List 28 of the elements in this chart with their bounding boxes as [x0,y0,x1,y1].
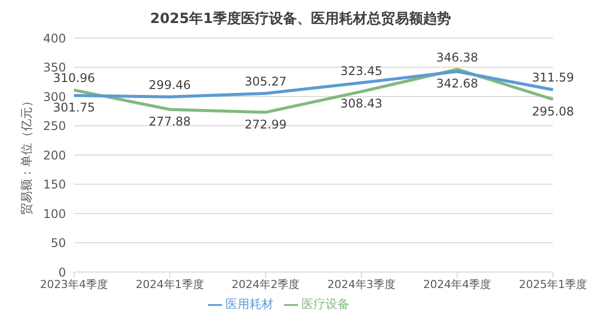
y-tick-label: 150 [43,178,66,192]
data-label: 310.96 [53,71,95,86]
data-label: 272.99 [244,117,287,132]
legend-label: 医疗设备 [302,297,350,311]
y-tick-label: 400 [43,31,66,46]
y-tick-label: 0 [58,265,66,280]
x-tick-label: 2024年1季度 [136,278,204,291]
x-tick-label: 2024年3季度 [327,278,396,291]
y-tick-label: 200 [43,148,66,162]
data-label: 299.46 [148,78,191,92]
x-tick-label: 2024年4季度 [423,278,492,291]
data-label: 277.88 [148,114,191,128]
x-tick-label: 2024年2季度 [232,278,300,291]
y-axis-title: 贸易额：单位（亿元） [19,95,34,215]
chart-title: 2025年1季度医疗设备、医用耗材总贸易额趋势 [149,10,452,29]
data-label: 305.27 [244,74,287,88]
data-label: 323.45 [340,64,382,78]
data-label: 342.68 [436,76,478,91]
data-label: 346.38 [436,50,478,64]
data-label: 295.08 [532,104,574,118]
data-label: 308.43 [340,96,382,111]
legend-label: 医用耗材 [226,297,274,311]
x-tick-label: 2023年4季度 [40,278,108,291]
y-tick-label: 250 [43,119,66,134]
y-tick-label: 50 [50,236,66,250]
data-label: 311.59 [532,70,574,85]
x-tick-label: 2025年1季度 [519,278,587,291]
y-tick-label: 100 [43,206,66,221]
